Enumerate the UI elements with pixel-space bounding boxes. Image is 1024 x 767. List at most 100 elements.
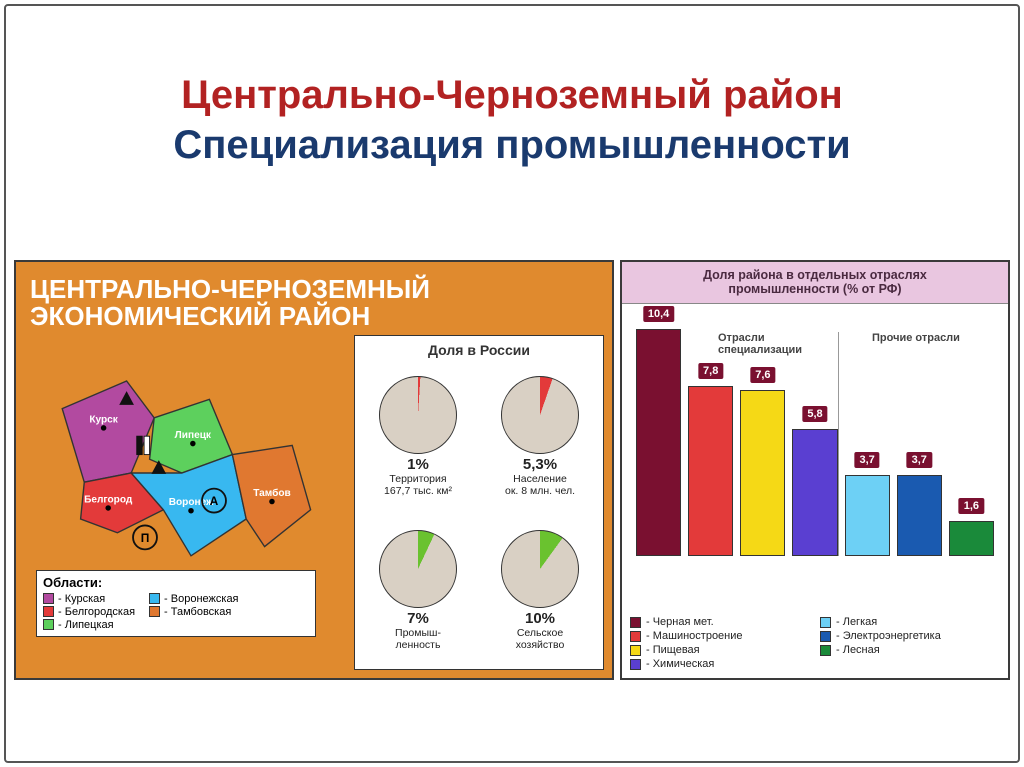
legend-swatch	[820, 617, 831, 628]
legend-label: - Машиностроение	[646, 630, 743, 642]
pie-sublabel: ок. 8 млн. чел.	[505, 486, 575, 497]
oblast-legend-item: - Белгородская	[43, 606, 135, 618]
pie-sublabel: 167,7 тыс. км²	[384, 486, 452, 497]
legend-swatch	[820, 631, 831, 642]
legend-label: - Белгородская	[58, 606, 135, 618]
pie-icon	[501, 376, 579, 454]
pie-cell: 5,3%Населениеок. 8 млн. чел.	[481, 362, 599, 512]
pie-label: Население	[513, 474, 567, 485]
legend-swatch	[630, 659, 641, 670]
pie-sublabel: ленность	[396, 640, 441, 651]
pie-icon	[379, 530, 457, 608]
bar-legend-item: - Пищевая	[630, 644, 810, 656]
legend-swatch	[43, 619, 54, 630]
bar: 3,7	[897, 475, 942, 556]
legend-swatch	[149, 593, 160, 604]
region-map: Курск Белгород Липецк Воронеж Тамбов A П	[36, 335, 346, 565]
oblast-legend-item: - Липецкая	[43, 619, 135, 631]
pie-label: Промыш-	[395, 628, 441, 639]
legend-label: - Легкая	[836, 616, 877, 628]
bar-value: 5,8	[802, 406, 827, 422]
bar-legend-item: - Машиностроение	[630, 630, 810, 642]
oblast-legend-item: - Тамбовская	[149, 606, 238, 618]
legend-swatch	[630, 645, 641, 656]
rp-title-l1: Доля района в отдельных отраслях	[626, 268, 1004, 282]
rp-title-l2: промышленности (% от РФ)	[626, 282, 1004, 296]
legend-label: - Пищевая	[646, 644, 700, 656]
lp-header-l1: ЦЕНТРАЛЬНО-ЧЕРНОЗЕМНЫЙ	[30, 276, 598, 303]
pie-cell: 1%Территория167,7 тыс. км²	[359, 362, 477, 512]
left-panel-body: Курск Белгород Липецк Воронеж Тамбов A П Обла…	[16, 335, 612, 678]
pie-label: Сельское	[517, 628, 563, 639]
pie-label: Территория	[389, 474, 446, 485]
bar: 7,6	[740, 390, 785, 556]
legend-label: - Лесная	[836, 644, 880, 656]
bar: 10,4	[636, 329, 681, 556]
left-panel-header: ЦЕНТРАЛЬНО-ЧЕРНОЗЕМНЫЙ ЭКОНОМИЧЕСКИЙ РАЙ…	[16, 262, 612, 335]
bar-legend-item: - Электроэнергетика	[820, 630, 1000, 642]
legend-swatch	[149, 606, 160, 617]
pie-grid: 1%Территория167,7 тыс. км²5,3%Населениео…	[359, 362, 599, 665]
bar-legend-item: - Легкая	[820, 616, 1000, 628]
share-panel: Доля в России 1%Территория167,7 тыс. км²…	[354, 335, 604, 670]
legend-label: - Химическая	[646, 658, 714, 670]
left-panel: ЦЕНТРАЛЬНО-ЧЕРНОЗЕМНЫЙ ЭКОНОМИЧЕСКИЙ РАЙ…	[14, 260, 614, 680]
oblast-legend: Области: - Курская- Белгородская- Липецк…	[36, 570, 316, 637]
bar-legend: - Черная мет. - Легкая - Машиностроение - Э…	[622, 610, 1008, 678]
city-label: Курск	[89, 414, 118, 425]
bar-chart: 10,47,87,65,83,73,71,6	[630, 316, 1000, 556]
bar-value: 7,8	[698, 363, 723, 379]
pie-percent: 5,3%	[523, 456, 557, 473]
right-panel-title: Доля района в отдельных отраслях промышл…	[622, 262, 1008, 304]
oblast-legend-item: - Курская	[43, 593, 135, 605]
marker-circle: П	[141, 531, 150, 545]
pie-percent: 1%	[407, 456, 429, 473]
bar-value: 1,6	[959, 498, 984, 514]
pie-cell: 10%Сельскоехозяйство	[481, 515, 599, 665]
bar-value: 7,6	[750, 367, 775, 383]
city-label: Липецк	[175, 430, 212, 441]
bar-legend-item: - Химическая	[630, 658, 810, 670]
region-Курская	[62, 381, 154, 482]
legend-label: - Черная мет.	[646, 616, 714, 628]
city-label: Белгород	[84, 494, 133, 505]
bar-value: 10,4	[643, 306, 674, 322]
right-panel: Доля района в отдельных отраслях промышл…	[620, 260, 1010, 680]
bar-chart-wrap: Отрасли специализации Прочие отрасли 10,…	[622, 304, 1008, 610]
lp-header-l2: ЭКОНОМИЧЕСКИЙ РАЙОН	[30, 303, 598, 330]
panels-row: ЦЕНТРАЛЬНО-ЧЕРНОЗЕМНЫЙ ЭКОНОМИЧЕСКИЙ РАЙ…	[14, 260, 1010, 680]
bar: 5,8	[792, 429, 837, 556]
legend-label: - Тамбовская	[164, 606, 231, 618]
pie-percent: 7%	[407, 610, 429, 627]
city-label: Тамбов	[253, 487, 291, 499]
bar-value: 3,7	[907, 452, 932, 468]
legend-swatch	[820, 645, 831, 656]
share-title: Доля в России	[359, 340, 599, 362]
marker-circle: A	[210, 494, 219, 508]
bars-container: 10,47,87,65,83,73,71,6	[636, 316, 994, 556]
bar-value: 3,7	[854, 452, 879, 468]
group-divider	[838, 332, 839, 556]
legend-swatch	[43, 593, 54, 604]
bar: 3,7	[845, 475, 890, 556]
legend-swatch	[630, 631, 641, 642]
legend-label: - Курская	[58, 593, 105, 605]
map-area: Курск Белгород Липецк Воронеж Тамбов A П Обла…	[36, 335, 346, 670]
pie-percent: 10%	[525, 610, 555, 627]
oblast-legend-title: Области:	[43, 575, 309, 590]
pie-cell: 7%Промыш-ленность	[359, 515, 477, 665]
bar: 7,8	[688, 386, 733, 556]
pie-icon	[501, 530, 579, 608]
bar-legend-item: - Лесная	[820, 644, 1000, 656]
pie-icon	[379, 376, 457, 454]
bar-legend-item: - Черная мет.	[630, 616, 810, 628]
legend-label: - Липецкая	[58, 619, 114, 631]
pie-sublabel: хозяйство	[516, 640, 565, 651]
oblast-legend-item: - Воронежская	[149, 593, 238, 605]
legend-label: - Электроэнергетика	[836, 630, 941, 642]
oblast-legend-items: - Курская- Белгородская- Липецкая - Ворон…	[43, 592, 309, 632]
bar: 1,6	[949, 521, 994, 556]
city-label: Воронеж	[169, 497, 214, 508]
legend-swatch	[630, 617, 641, 628]
legend-swatch	[43, 606, 54, 617]
